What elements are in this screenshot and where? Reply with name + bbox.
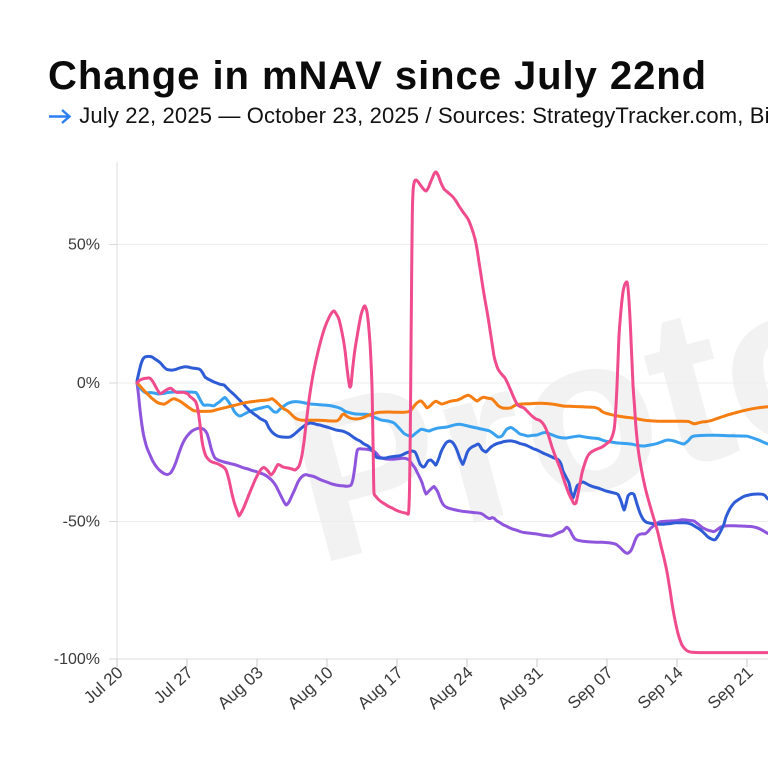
svg-text:Aug 24: Aug 24 [424,663,477,713]
svg-text:-100%: -100% [54,651,100,668]
svg-text:Sep 07: Sep 07 [564,663,617,713]
svg-text:0%: 0% [77,375,100,392]
svg-text:Jul 20: Jul 20 [80,663,126,707]
svg-text:Aug 17: Aug 17 [354,663,407,713]
svg-text:Aug 31: Aug 31 [494,663,547,713]
svg-text:Sep 21: Sep 21 [704,663,757,713]
svg-text:50%: 50% [68,237,100,254]
svg-text:Aug 03: Aug 03 [214,663,267,713]
svg-text:Aug 10: Aug 10 [284,663,337,713]
svg-text:Jul 27: Jul 27 [150,663,196,707]
svg-text:-50%: -50% [63,514,100,531]
svg-text:Sep 14: Sep 14 [634,663,687,713]
